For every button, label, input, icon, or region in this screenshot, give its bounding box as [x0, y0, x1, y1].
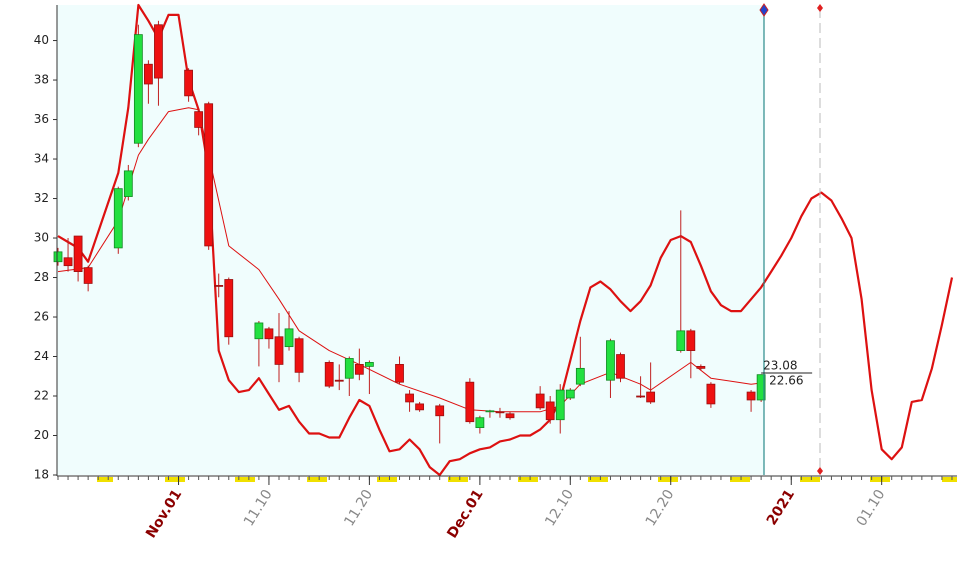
x-tick-label: 01.10	[854, 487, 889, 529]
candle-body	[53, 251, 63, 263]
y-tick-label: 18	[34, 468, 49, 482]
close-label: 23.08	[763, 359, 797, 373]
candle-body	[545, 401, 555, 421]
x-tick-label: 12.20	[643, 487, 678, 529]
candle-body	[264, 328, 274, 340]
candle-body	[395, 364, 404, 383]
y-tick-label: 30	[34, 231, 49, 245]
y-tick-label: 24	[34, 349, 49, 363]
candle-body	[184, 69, 193, 97]
candle-body	[204, 103, 214, 247]
y-tick-label: 40	[34, 33, 49, 47]
candle-body	[144, 63, 153, 85]
candle-body	[435, 405, 445, 417]
x-tick-label: 11.10	[241, 487, 276, 529]
candle-body	[686, 330, 696, 351]
weekend-markers	[97, 477, 957, 482]
candle-body	[405, 393, 414, 403]
current-day-marker	[759, 3, 769, 17]
y-tick-label: 34	[34, 152, 49, 166]
candle-body	[505, 413, 515, 419]
candle-body	[63, 257, 73, 267]
candle-body	[465, 381, 475, 423]
x-tick-label: 12.10	[542, 487, 577, 529]
candle-body	[535, 393, 545, 409]
ma-label: 22.66	[769, 374, 803, 388]
candle-body	[696, 365, 706, 369]
forecast-marker	[817, 4, 823, 12]
x-tick-label: 11.20	[341, 487, 376, 529]
candle-body	[415, 403, 425, 411]
candle-body	[284, 328, 294, 348]
candle-body	[154, 24, 163, 79]
y-tick-label: 20	[34, 428, 49, 442]
candle-body	[475, 417, 485, 429]
candle-body	[565, 389, 575, 399]
candle-body	[706, 383, 716, 405]
x-tick-label: Nov.01	[143, 487, 185, 541]
candle-body	[344, 358, 354, 379]
candle-body	[73, 235, 83, 272]
candle-body	[616, 354, 625, 379]
candle-body	[274, 336, 284, 365]
candle-body	[364, 362, 374, 367]
candle-body	[606, 340, 615, 381]
candle-body	[254, 322, 264, 340]
candle-body	[83, 267, 93, 284]
candle-body	[133, 34, 143, 144]
y-tick-label: 28	[34, 270, 49, 284]
x-tick-label: 2021	[764, 487, 798, 529]
candle-body	[113, 188, 123, 249]
y-tick-label: 36	[34, 112, 49, 126]
candle-body	[756, 374, 766, 401]
y-tick-label: 38	[34, 73, 49, 87]
candle-body	[123, 170, 133, 197]
candle-body	[746, 391, 756, 401]
candle-body	[636, 395, 645, 398]
forecast-marker	[817, 467, 823, 475]
candle-body	[294, 338, 304, 373]
history-background	[57, 5, 764, 475]
candle-body	[354, 364, 364, 375]
y-tick-label: 26	[34, 310, 49, 324]
oscillator-line	[57, 3, 954, 477]
candle-body	[495, 411, 505, 414]
y-tick-label: 32	[34, 191, 49, 205]
candle-body	[676, 330, 686, 351]
candle-body	[575, 367, 585, 385]
candle-body	[334, 379, 344, 382]
y-tick-label: 22	[34, 389, 49, 403]
candle-body	[224, 279, 234, 338]
candle-body	[214, 285, 224, 287]
x-tick-label: Dec.01	[444, 487, 486, 541]
candle-body	[646, 391, 656, 403]
candle-body	[485, 410, 495, 413]
candle-body	[555, 389, 565, 421]
candle-body	[194, 111, 204, 128]
candle-body	[324, 362, 334, 387]
